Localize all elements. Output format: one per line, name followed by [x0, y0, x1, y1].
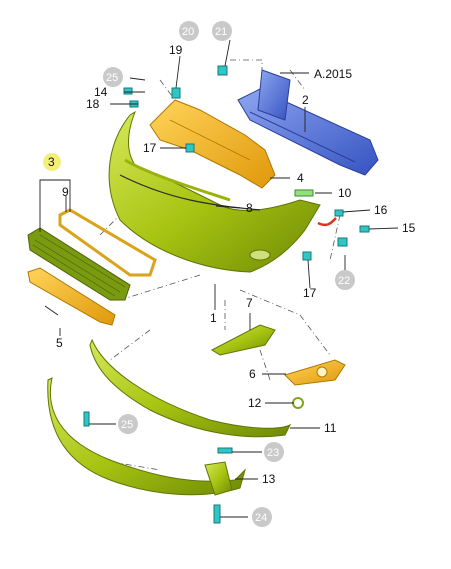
label-15: 15: [402, 221, 416, 235]
clip-15: [359, 225, 370, 233]
label-1: 1: [210, 311, 217, 325]
screw-23: [217, 447, 233, 454]
clip-14: [123, 87, 133, 95]
label-a2015: A.2015: [314, 67, 352, 81]
label-19: 19: [169, 43, 183, 57]
lower-trim-strip: [27, 267, 116, 326]
clip-19: [171, 87, 181, 99]
label-12: 12: [248, 396, 262, 410]
label-11: 11: [324, 421, 337, 435]
clip-21: [217, 65, 228, 76]
lower-skirt: [47, 377, 246, 496]
fog-lamp-bezel: [284, 359, 346, 386]
label-3: 3: [48, 155, 55, 169]
label-17a: 17: [143, 141, 157, 155]
red-arrow: [317, 217, 337, 227]
clips: [83, 65, 370, 524]
label-20: 20: [182, 26, 194, 38]
label-6: 6: [249, 367, 256, 381]
label-10: 10: [338, 186, 352, 200]
label-5: 5: [56, 336, 63, 350]
label-8: 8: [246, 201, 253, 215]
label-4: 4: [297, 171, 304, 185]
label-25a: 25: [106, 72, 118, 84]
clip-10: [294, 189, 314, 197]
callout-3: 3: [43, 153, 61, 171]
label-18: 18: [86, 97, 100, 111]
label-24: 24: [255, 512, 267, 524]
part-labels: 19 A.2015 2 14 18 17 4 10 8 16 15 9 17 1…: [56, 43, 416, 486]
label-14: 14: [94, 85, 108, 99]
bumper-cover: [108, 110, 321, 273]
label-16: 16: [374, 203, 388, 217]
leader-lines: [39, 39, 399, 518]
label-25b: 25: [121, 419, 133, 431]
label-7: 7: [246, 296, 253, 310]
energy-absorber: [149, 99, 276, 189]
label-9: 9: [62, 185, 69, 199]
label-17b: 17: [303, 286, 317, 300]
screw-24: [213, 504, 221, 524]
ring-12: [292, 397, 304, 409]
label-2: 2: [302, 93, 309, 107]
clip-17b: [302, 251, 312, 261]
fog-lamp-cover-left: [210, 324, 276, 356]
reinforcement-beam: [237, 69, 379, 176]
reference-circles: 20 21 25 22 25 23 24: [103, 21, 355, 527]
label-13: 13: [262, 472, 276, 486]
label-22: 22: [338, 275, 350, 287]
lower-lip-spoiler: [89, 338, 292, 438]
screw-25: [83, 411, 90, 427]
clip-16: [334, 209, 344, 217]
clip-22: [337, 237, 348, 247]
clip-17a: [185, 143, 195, 153]
label-23: 23: [267, 447, 279, 459]
label-21: 21: [215, 26, 227, 38]
